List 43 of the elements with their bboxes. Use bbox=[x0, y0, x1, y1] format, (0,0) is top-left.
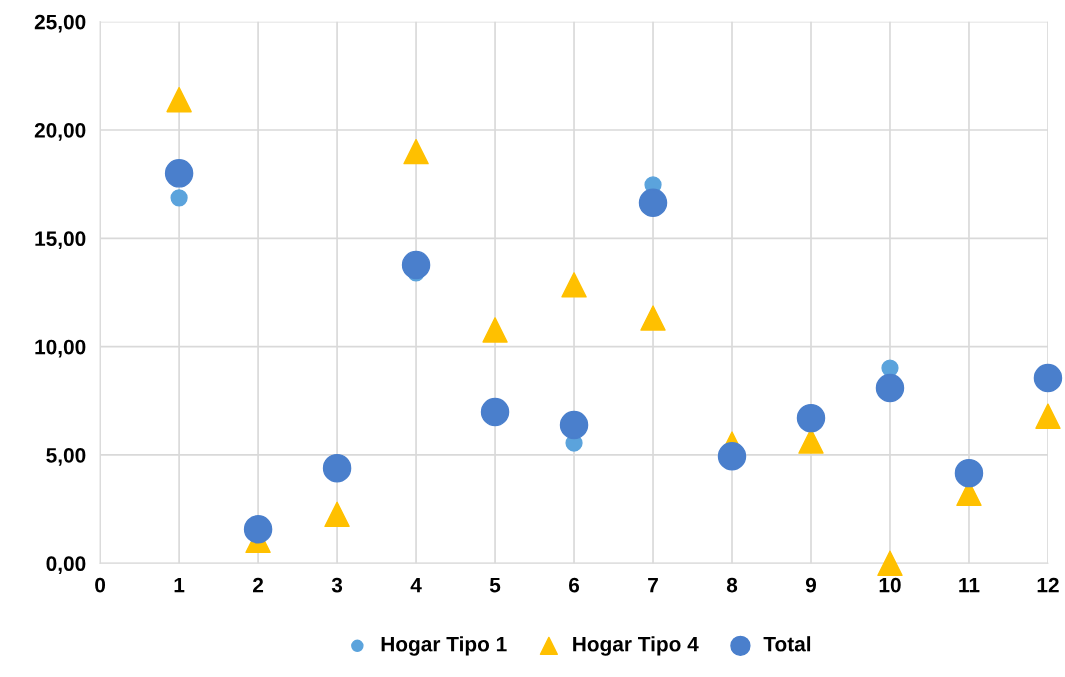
x-tick-label: 7 bbox=[648, 577, 658, 593]
point bbox=[559, 410, 589, 440]
x-tick-label: 2 bbox=[253, 577, 264, 593]
legend-label: Hogar Tipo 4 bbox=[573, 636, 699, 656]
x-tick-label: 10 bbox=[879, 577, 901, 593]
y-tick-label: 15,00 bbox=[35, 231, 86, 250]
x-tick-label: 12 bbox=[1037, 577, 1059, 593]
y-tick-label: 20,00 bbox=[34, 122, 86, 141]
x-tick-label: 9 bbox=[805, 577, 817, 593]
x-tick-label: 11 bbox=[959, 577, 980, 593]
x-tick-label: 6 bbox=[569, 577, 580, 593]
x-tick-label: 5 bbox=[489, 577, 501, 593]
x-tick-label: 4 bbox=[410, 577, 422, 593]
point bbox=[322, 453, 352, 483]
point bbox=[403, 138, 429, 165]
x-tick-label: 1 bbox=[174, 577, 185, 593]
point bbox=[877, 550, 903, 576]
point bbox=[640, 305, 666, 331]
legend-label: Hogar Tipo 1 bbox=[381, 636, 507, 656]
y-tick-label: 10,00 bbox=[35, 339, 86, 358]
point bbox=[401, 250, 431, 280]
point bbox=[480, 397, 510, 427]
point bbox=[954, 458, 984, 488]
point bbox=[482, 317, 508, 343]
legend-label: Total bbox=[763, 636, 811, 652]
point bbox=[164, 159, 194, 188]
point bbox=[717, 442, 747, 471]
point bbox=[166, 86, 192, 113]
point bbox=[1035, 403, 1061, 429]
point bbox=[324, 501, 350, 528]
point bbox=[796, 403, 826, 433]
y-tick-label: 5,00 bbox=[46, 447, 86, 466]
point bbox=[243, 515, 273, 544]
x-tick-label: 0 bbox=[95, 577, 106, 593]
point bbox=[875, 373, 905, 403]
y-tick-label: 25,00 bbox=[34, 14, 86, 33]
point bbox=[1033, 363, 1063, 393]
point bbox=[170, 189, 188, 207]
x-tick-label: 8 bbox=[726, 577, 738, 593]
x-tick-label: 3 bbox=[331, 577, 343, 593]
point bbox=[638, 188, 668, 218]
point bbox=[561, 272, 587, 298]
y-tick-label: 0,00 bbox=[46, 556, 86, 575]
